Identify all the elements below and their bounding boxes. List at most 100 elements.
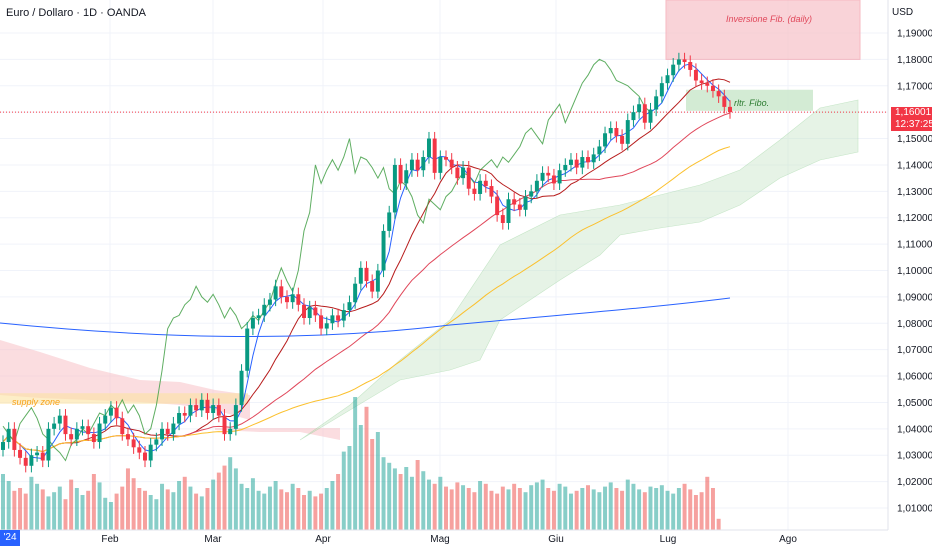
- volume-bar: [91, 474, 96, 530]
- candle-body: [302, 304, 307, 318]
- candle-body: [222, 415, 227, 435]
- volume-bar: [69, 479, 74, 530]
- volume-bar: [336, 474, 341, 530]
- volume-bar: [716, 518, 721, 530]
- y-tick-label: 1,02000: [897, 477, 932, 488]
- volume-bar: [188, 486, 193, 530]
- y-tick-label: 1,18000: [897, 55, 932, 66]
- candle-body: [103, 415, 108, 424]
- candle-body: [74, 428, 79, 440]
- candle-body: [620, 135, 625, 144]
- candle-body: [614, 128, 619, 136]
- candle-body: [160, 428, 165, 440]
- volume-bar: [46, 496, 51, 530]
- candle-body: [46, 428, 51, 461]
- x-tick-label: Lug: [660, 534, 677, 545]
- candle-body: [80, 426, 85, 429]
- candle-body: [91, 434, 96, 443]
- candle-body: [216, 405, 221, 416]
- volume-bar: [608, 482, 613, 530]
- candle-body: [245, 328, 250, 371]
- volume-bar: [279, 489, 284, 530]
- candle-body: [648, 109, 653, 123]
- candle-body: [29, 455, 34, 466]
- volume-bar: [574, 490, 579, 530]
- volume-bar: [63, 499, 68, 530]
- volume-bar: [154, 499, 159, 530]
- volume-bar: [432, 483, 437, 530]
- candle-body: [171, 423, 176, 435]
- x-tick-label: Mag: [430, 534, 449, 545]
- volume-bar: [330, 481, 335, 530]
- volume-bar: [103, 497, 108, 530]
- volume-bar: [648, 486, 653, 530]
- volume-bar: [659, 485, 664, 530]
- volume-bar: [233, 468, 238, 530]
- candle-body: [296, 294, 301, 305]
- candle-body: [574, 159, 579, 168]
- y-tick-label: 1,08000: [897, 319, 932, 330]
- candle-body: [642, 104, 647, 123]
- volume-bar: [495, 493, 500, 530]
- candle-body: [23, 457, 28, 466]
- volume-bar: [284, 492, 289, 530]
- candle-body: [165, 428, 170, 435]
- currency-label[interactable]: USD: [892, 7, 914, 18]
- volume-bar: [52, 492, 57, 530]
- volume-bar: [12, 490, 17, 530]
- volume-bar: [438, 476, 443, 530]
- candle-body: [120, 418, 125, 435]
- candle-body: [699, 80, 704, 84]
- volume-bar: [182, 476, 187, 530]
- candle-body: [665, 75, 670, 84]
- volume-bar: [125, 468, 130, 530]
- candle-body: [52, 423, 57, 429]
- volume-bar: [262, 493, 267, 530]
- volume-bar: [256, 490, 261, 530]
- candle-body: [659, 83, 664, 97]
- candle-body: [358, 267, 363, 284]
- volume-bar: [506, 489, 511, 530]
- candle-body: [483, 180, 488, 187]
- y-tick-label: 1,01000: [897, 504, 932, 515]
- candle-body: [125, 434, 130, 440]
- y-tick-label: 1,07000: [897, 345, 932, 356]
- volume-bar: [375, 432, 380, 530]
- candle-body: [529, 191, 534, 197]
- candle-body: [370, 281, 375, 292]
- volume-bar: [705, 476, 710, 530]
- volume-bar: [205, 488, 210, 530]
- volume-bar: [324, 488, 329, 530]
- volume-bar: [18, 488, 23, 530]
- volume-bar: [250, 478, 255, 530]
- volume-bar: [523, 492, 528, 530]
- x-tick-label: Feb: [101, 534, 119, 545]
- candle-body: [211, 405, 216, 413]
- candle-body: [432, 138, 437, 173]
- volume-bar: [302, 495, 307, 530]
- fib-inversion-label: Inversione Fib. (daily): [726, 14, 812, 24]
- volume-bar: [517, 488, 522, 530]
- volume-bar: [23, 493, 28, 530]
- candle-body: [608, 128, 613, 134]
- candle-body: [495, 196, 500, 216]
- volume-bar: [409, 476, 414, 530]
- candle-body: [426, 138, 431, 158]
- candle-body: [233, 405, 238, 429]
- candle-body: [676, 59, 681, 65]
- volume-bar: [404, 467, 409, 530]
- volume-bar: [307, 490, 312, 530]
- candle-body: [625, 120, 630, 144]
- x-tick-label: Mar: [204, 534, 222, 545]
- volume-bar: [415, 460, 420, 530]
- supply-zone-box: [0, 393, 248, 404]
- volume-bar: [597, 492, 602, 530]
- candle-body: [273, 286, 278, 300]
- candle-body: [256, 315, 261, 318]
- last-price: 1,16001: [895, 107, 932, 118]
- volume-bar: [86, 490, 91, 530]
- candle-body: [97, 423, 102, 443]
- volume-bar: [512, 483, 517, 530]
- candle-body: [466, 167, 471, 189]
